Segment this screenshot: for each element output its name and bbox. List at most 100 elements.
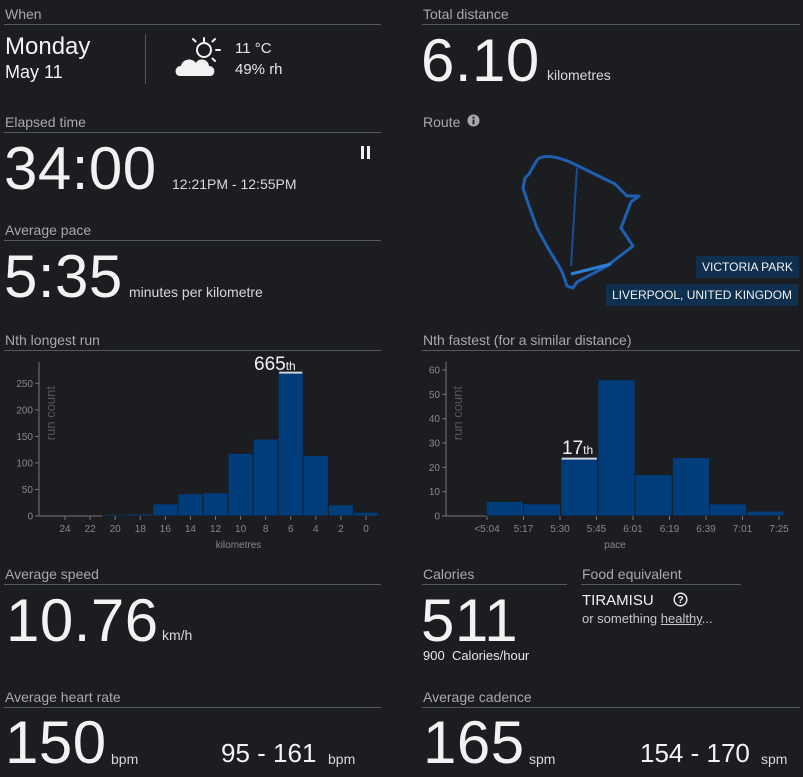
food-healthy-note: or something healthy... xyxy=(582,611,713,626)
average-pace-unit: minutes per kilometre xyxy=(129,284,263,300)
chart-bar[interactable] xyxy=(634,474,673,517)
chart-bar[interactable] xyxy=(302,454,329,517)
chart-bar[interactable] xyxy=(102,513,129,517)
day-name: Monday xyxy=(5,33,91,60)
divider xyxy=(4,132,381,133)
y-tick-label: 50 xyxy=(22,485,34,496)
heart-rate-range-unit: bpm xyxy=(328,751,356,767)
chart-bar[interactable] xyxy=(252,438,279,517)
chart-bar[interactable] xyxy=(746,510,785,517)
average-cadence-label: Average cadence xyxy=(423,689,532,705)
heart-rate-range: 95 - 161 xyxy=(221,738,317,768)
x-tick-label: 6 xyxy=(288,524,294,535)
x-tick-label: <5:04 xyxy=(474,524,500,535)
y-tick-label: 150 xyxy=(16,432,33,443)
x-tick-label: 12 xyxy=(210,524,222,535)
calories-rate: 900 Calories/hour xyxy=(423,648,530,663)
y-tick-label: 10 xyxy=(429,487,441,498)
chart-bar[interactable] xyxy=(352,511,380,517)
x-tick-label: 7:25 xyxy=(769,524,789,535)
route-map[interactable] xyxy=(515,148,650,294)
divider xyxy=(4,24,381,25)
y-tick-label: 250 xyxy=(16,379,33,390)
divider xyxy=(422,24,800,25)
y-tick-label: 30 xyxy=(429,439,441,450)
x-tick-label: 24 xyxy=(59,524,71,535)
average-pace-value: 5:35 xyxy=(4,243,123,310)
chart-bar[interactable] xyxy=(522,503,562,517)
help-icon[interactable]: ? xyxy=(673,592,688,607)
x-tick-label: 10 xyxy=(235,524,247,535)
chart-bar[interactable] xyxy=(709,503,748,517)
food-equivalent-label: Food equivalent xyxy=(582,566,682,582)
average-heart-rate-label: Average heart rate xyxy=(5,689,121,705)
average-speed-unit: km/h xyxy=(162,627,193,643)
x-tick-label: 16 xyxy=(160,524,172,535)
chart-bar[interactable] xyxy=(127,513,154,517)
x-tick-label: 0 xyxy=(363,524,369,535)
calories-label: Calories xyxy=(423,566,475,582)
healthy-link[interactable]: healthy xyxy=(660,611,702,626)
divider xyxy=(4,584,381,585)
average-heart-rate-unit: bpm xyxy=(111,751,139,767)
average-cadence-unit: spm xyxy=(529,751,556,767)
chart-bar[interactable] xyxy=(597,379,636,517)
date: May 11 xyxy=(5,62,63,82)
total-distance-unit: kilometres xyxy=(547,67,611,83)
average-speed-value: 10.76 xyxy=(6,587,159,654)
chart-bar[interactable] xyxy=(152,503,179,517)
chart-bar[interactable] xyxy=(227,452,254,517)
x-axis-label: pace xyxy=(604,540,626,551)
chart-bar[interactable] xyxy=(485,500,524,517)
y-axis-label: run count xyxy=(450,386,465,441)
average-speed-label: Average speed xyxy=(5,566,99,582)
x-tick-label: 18 xyxy=(135,524,147,535)
elapsed-time-label: Elapsed time xyxy=(5,114,86,130)
divider xyxy=(422,350,800,351)
x-tick-label: 6:39 xyxy=(696,524,716,535)
x-tick-label: 8 xyxy=(263,524,269,535)
info-icon[interactable] xyxy=(467,114,480,127)
divider xyxy=(4,707,381,708)
chart-bar[interactable] xyxy=(202,492,229,517)
temperature: 11 °C xyxy=(235,40,272,57)
nth-fastest-label: Nth fastest (for a similar distance) xyxy=(423,332,632,348)
pause-icon[interactable] xyxy=(360,146,372,159)
divider xyxy=(581,584,741,585)
x-tick-label: 14 xyxy=(185,524,197,535)
divider xyxy=(422,707,800,708)
x-tick-label: 4 xyxy=(313,524,319,535)
route-park-label: VICTORIA PARK xyxy=(696,256,799,278)
x-tick-label: 6:01 xyxy=(623,524,643,535)
y-tick-label: 20 xyxy=(429,463,441,474)
partly-cloudy-icon xyxy=(175,37,221,76)
chart-bar[interactable] xyxy=(277,371,304,517)
total-distance-value: 6.10 xyxy=(421,27,540,94)
chart-bar[interactable] xyxy=(327,504,354,517)
elapsed-time-range: 12:21PM - 12:55PM xyxy=(172,176,297,192)
y-tick-label: 60 xyxy=(429,366,441,377)
divider xyxy=(145,34,146,84)
elapsed-time-value: 34:00 xyxy=(4,135,157,202)
chart-bar[interactable] xyxy=(560,457,599,517)
humidity: 49% rh xyxy=(235,61,283,78)
calories-value: 511 xyxy=(421,587,519,654)
average-pace-label: Average pace xyxy=(5,222,92,238)
chart-bar[interactable] xyxy=(177,493,204,517)
nth-longest-rank: 665th xyxy=(254,354,296,375)
y-tick-label: 200 xyxy=(16,405,33,416)
food-name: TIRAMISU xyxy=(582,592,654,609)
chart-bar[interactable] xyxy=(671,457,711,517)
y-axis-label: run count xyxy=(43,386,58,441)
divider xyxy=(422,584,567,585)
nth-fastest-rank: 17th xyxy=(562,438,594,459)
x-tick-label: 7:01 xyxy=(733,524,753,535)
divider xyxy=(4,350,381,351)
x-tick-label: 5:30 xyxy=(550,524,570,535)
cadence-range-unit: spm xyxy=(761,751,788,767)
cadence-range: 154 - 170 xyxy=(640,738,750,768)
nth-fastest-chart: 0 10 20 30 40 50 60 run count <5:04 5:17 5:30 5:45 6… xyxy=(429,362,789,551)
svg-text:?: ? xyxy=(677,595,683,606)
x-axis-label: kilometres xyxy=(216,540,262,551)
x-tick-label: 5:17 xyxy=(514,524,534,535)
